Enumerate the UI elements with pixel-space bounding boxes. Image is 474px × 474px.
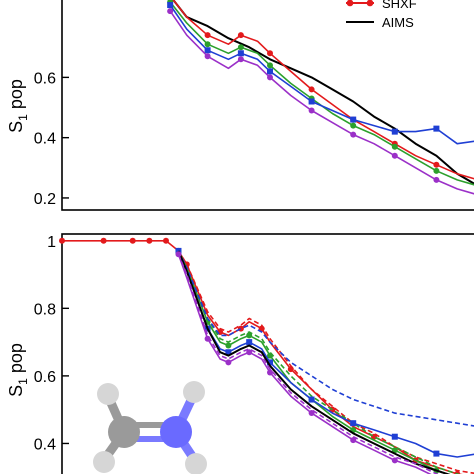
hydrogen-atom	[97, 383, 119, 405]
series-line-2	[177, 250, 450, 474]
series-marker-4	[246, 339, 253, 346]
top-panel-frame	[61, 0, 474, 211]
series-marker-2	[246, 332, 253, 339]
series-marker-4	[433, 176, 440, 183]
series-marker-4	[267, 359, 273, 366]
legend-aims-label: AIMS	[382, 15, 414, 30]
bottom-panel-series	[59, 237, 474, 474]
series-marker-7	[246, 349, 253, 356]
series-marker-4	[204, 53, 211, 60]
series-marker-4	[267, 74, 273, 81]
series-marker-1	[433, 161, 440, 168]
series-marker-2	[391, 447, 398, 454]
series-marker-3	[237, 50, 244, 57]
series-marker-7	[175, 251, 182, 258]
series-marker-4	[433, 450, 440, 457]
series-line-6	[177, 250, 451, 474]
series-marker-0	[146, 237, 153, 244]
series-marker-0	[163, 237, 169, 244]
series-marker-4	[167, 8, 174, 15]
legend-shxf-marker	[366, 0, 374, 7]
series-marker-4	[225, 349, 232, 356]
series-marker-1	[267, 50, 273, 57]
bottom-panel-y-axis-title: S1 pop	[6, 343, 30, 397]
series-marker-3	[350, 116, 357, 123]
series-marker-4	[237, 56, 244, 63]
hydrogen-atom	[185, 453, 207, 474]
series-marker-1	[204, 32, 211, 39]
series-marker-2	[267, 62, 273, 69]
series-marker-3	[267, 68, 273, 75]
y-tick-label: 0.2	[34, 191, 56, 208]
hydrogen-atom	[93, 451, 115, 473]
series-marker-3	[308, 98, 315, 105]
series-marker-4	[308, 107, 315, 114]
series-marker-0	[237, 325, 244, 332]
series-marker-2	[433, 167, 440, 174]
series-marker-4	[175, 247, 182, 254]
series-marker-7	[225, 359, 232, 366]
top-panel: 0.2 0.4 0.6 S1 pop SHXF AIMS	[6, 0, 474, 211]
carbon-atom	[108, 416, 140, 448]
series-marker-1	[237, 32, 244, 39]
series-line-8	[177, 253, 443, 474]
y-tick-label: 0.8	[34, 301, 56, 318]
series-line-3	[177, 250, 461, 474]
bottom-panel: 1 0.8 0.6 0.4 S1 pop	[6, 233, 474, 474]
series-marker-3	[167, 2, 174, 9]
series-marker-2	[237, 44, 244, 51]
series-marker-2	[391, 143, 398, 150]
top-panel-series	[167, 0, 474, 195]
series-marker-0	[100, 237, 107, 244]
series-line-5	[177, 250, 474, 427]
top-panel-y-ticks: 0.2 0.4 0.6	[34, 70, 69, 208]
series-marker-3	[433, 125, 440, 132]
series-marker-7	[391, 457, 398, 464]
series-marker-3	[204, 47, 211, 54]
series-marker-4	[350, 131, 357, 138]
series-marker-2	[225, 342, 232, 349]
series-marker-4	[391, 152, 398, 159]
series-line-4	[177, 250, 474, 458]
top-legend: SHXF AIMS	[346, 0, 417, 30]
y-tick-label: 0.4	[34, 131, 56, 148]
hydrogen-atom	[183, 381, 205, 403]
series-line-0	[172, 0, 474, 185]
series-marker-0	[59, 237, 65, 244]
series-line-7	[177, 254, 432, 474]
series-marker-7	[267, 369, 273, 376]
series-marker-2	[350, 122, 357, 129]
y-tick-label: 0.4	[34, 436, 56, 453]
series-marker-4	[350, 420, 357, 427]
legend-shxf-label: SHXF	[382, 0, 417, 11]
series-marker-1	[308, 86, 315, 93]
series-line-3	[169, 4, 474, 145]
y-tick-label: 0.6	[34, 70, 56, 87]
series-marker-2	[204, 41, 211, 48]
series-marker-4	[391, 433, 398, 440]
y-tick-label: 1	[47, 234, 56, 251]
series-marker-0	[129, 237, 136, 244]
series-line-2	[169, 1, 474, 186]
y-tick-label: 0.6	[34, 369, 56, 386]
bottom-panel-y-ticks: 1 0.8 0.6 0.4	[34, 234, 69, 453]
nitrogen-atom	[160, 416, 192, 448]
series-line-1	[172, 0, 474, 180]
series-marker-4	[308, 396, 315, 403]
series-marker-3	[391, 128, 398, 135]
series-marker-7	[350, 437, 357, 444]
top-panel-y-axis-title: S1 pop	[6, 79, 30, 133]
series-line-1	[177, 250, 474, 474]
bottom-panel-frame	[61, 233, 474, 474]
molecule-inset	[93, 381, 207, 474]
legend-shxf-marker	[346, 0, 354, 7]
